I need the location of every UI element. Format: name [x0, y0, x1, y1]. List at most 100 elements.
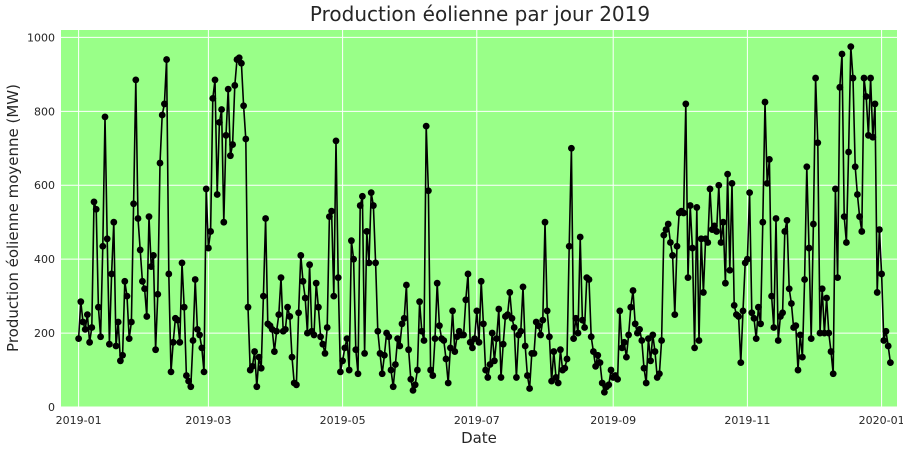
- data-point: [585, 276, 593, 283]
- data-point: [647, 357, 654, 365]
- y-ticks: 0 200 400 600 800 1000: [27, 31, 55, 414]
- y-tick-label: 1000: [27, 31, 55, 44]
- data-point: [664, 220, 672, 228]
- data-point: [744, 255, 751, 263]
- data-point: [101, 113, 109, 121]
- data-point: [662, 226, 670, 233]
- data-point: [695, 337, 703, 344]
- data-point: [684, 274, 692, 282]
- data-point: [326, 213, 333, 221]
- data-point: [713, 228, 720, 235]
- data-point: [576, 233, 584, 241]
- data-point: [728, 179, 736, 187]
- data-point: [361, 350, 368, 357]
- data-point: [482, 366, 489, 374]
- data-point: [618, 344, 626, 352]
- data-point: [829, 370, 837, 378]
- data-point: [673, 242, 681, 250]
- data-point: [238, 59, 245, 67]
- data-point: [392, 361, 399, 368]
- data-point: [469, 344, 476, 352]
- data-point: [216, 119, 223, 126]
- data-point: [150, 252, 157, 259]
- data-point: [403, 281, 410, 289]
- data-point: [574, 329, 582, 337]
- data-point: [510, 324, 518, 331]
- data-point: [244, 303, 252, 311]
- data-point: [194, 325, 201, 333]
- data-point: [803, 163, 811, 171]
- data-point: [92, 205, 100, 213]
- data-point: [640, 364, 648, 372]
- data-point: [449, 307, 456, 315]
- data-point: [337, 368, 344, 376]
- data-point: [770, 324, 778, 331]
- data-point: [629, 287, 637, 294]
- x-tick-label: 2019-01: [56, 414, 102, 427]
- data-point: [748, 309, 756, 317]
- data-point: [491, 357, 498, 365]
- data-point: [211, 76, 219, 84]
- data-point: [90, 198, 98, 206]
- data-point: [440, 337, 448, 344]
- data-point: [167, 368, 175, 376]
- data-point: [145, 213, 153, 221]
- data-point: [607, 366, 615, 374]
- data-point: [433, 279, 441, 287]
- data-point: [200, 368, 208, 376]
- data-point: [594, 351, 602, 359]
- data-point: [84, 311, 91, 318]
- data-point: [524, 372, 531, 379]
- data-point: [561, 364, 569, 372]
- data-point: [521, 342, 529, 350]
- data-point: [187, 383, 195, 391]
- data-point: [86, 338, 93, 346]
- data-point: [579, 316, 586, 324]
- data-point: [546, 333, 553, 341]
- data-point: [700, 289, 707, 296]
- data-point: [400, 314, 408, 322]
- data-point: [114, 318, 122, 326]
- data-point: [460, 331, 467, 339]
- data-point: [651, 348, 659, 355]
- data-point: [570, 335, 577, 343]
- data-point: [541, 218, 549, 226]
- data-point: [488, 329, 496, 337]
- data-point: [356, 202, 364, 209]
- data-point: [275, 311, 283, 318]
- plot-area: [61, 30, 897, 407]
- data-point: [774, 337, 782, 344]
- data-point: [385, 333, 393, 341]
- y-axis-label: Production éolienne moyenne (MW): [4, 84, 22, 352]
- data-point: [106, 340, 113, 348]
- data-point: [464, 270, 472, 278]
- data-point: [207, 228, 215, 235]
- data-point: [231, 82, 239, 89]
- data-point: [616, 307, 624, 315]
- data-point: [165, 270, 173, 278]
- data-point: [722, 279, 729, 287]
- data-point: [332, 137, 340, 145]
- data-point: [339, 357, 346, 365]
- data-point: [796, 331, 804, 339]
- data-point: [224, 85, 232, 93]
- data-point: [726, 266, 734, 274]
- data-point: [158, 111, 166, 119]
- data-point: [180, 303, 188, 311]
- data-point: [451, 348, 459, 355]
- data-point: [348, 237, 355, 245]
- data-point: [719, 218, 727, 226]
- data-point: [636, 325, 643, 333]
- data-point: [783, 216, 791, 224]
- y-tick-label: 0: [48, 401, 55, 414]
- data-point: [671, 311, 679, 318]
- data-point: [139, 277, 146, 285]
- data-point: [667, 239, 674, 246]
- data-point: [328, 207, 335, 215]
- data-point: [370, 202, 377, 209]
- data-point: [299, 277, 307, 285]
- data-point: [81, 325, 89, 333]
- data-point: [862, 93, 870, 100]
- data-point: [185, 377, 193, 385]
